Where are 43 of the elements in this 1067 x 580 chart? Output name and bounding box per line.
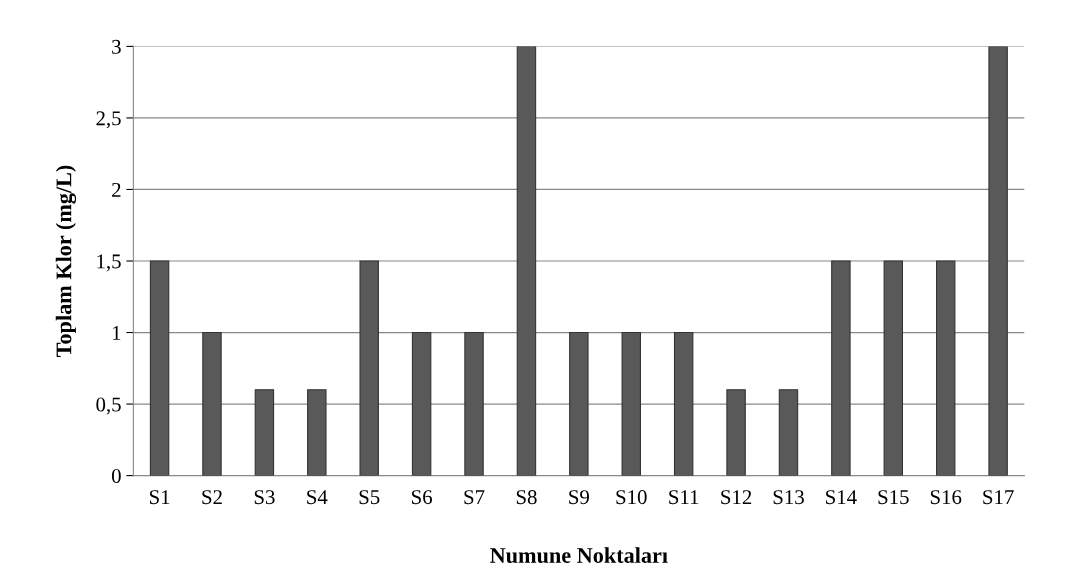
x-tick-label: S2 xyxy=(202,490,222,505)
y-tick-label: 2 xyxy=(112,182,121,197)
x-tick-label: S8 xyxy=(516,490,537,505)
x-tick-label: S15 xyxy=(878,490,909,505)
bar xyxy=(202,331,222,476)
y-tick-label: 1 xyxy=(112,326,121,340)
bar xyxy=(307,389,327,476)
bar xyxy=(569,331,589,476)
bar xyxy=(411,331,432,476)
x-tick-label: S17 xyxy=(983,490,1014,505)
bar xyxy=(673,331,694,476)
bar xyxy=(621,331,641,476)
x-tick-label: S5 xyxy=(359,490,380,505)
x-tick-label: S7 xyxy=(464,490,485,505)
bar xyxy=(988,46,1008,476)
y-tick-label: 0 xyxy=(111,468,121,484)
x-tick-label: S12 xyxy=(721,490,752,505)
bar xyxy=(883,260,904,476)
y-axis-title: Toplam Klor (mg/L) xyxy=(55,165,77,357)
y-tick-label: 2,5 xyxy=(96,111,121,129)
bar xyxy=(778,389,799,476)
x-tick-label: S4 xyxy=(307,490,328,505)
x-tick-label: S13 xyxy=(773,490,804,505)
bar xyxy=(149,260,170,476)
bar xyxy=(831,260,851,476)
x-tick-label: S11 xyxy=(669,490,699,505)
x-axis-title: Numune Noktaları xyxy=(490,547,668,563)
bar xyxy=(935,260,956,476)
y-tick-label: 1,5 xyxy=(97,254,121,272)
y-tick-label: 0,5 xyxy=(96,397,121,415)
x-tick-label: S1 xyxy=(149,490,170,505)
x-tick-label: S6 xyxy=(412,490,432,505)
bar xyxy=(516,46,537,476)
x-tick-label: S3 xyxy=(254,490,275,505)
x-tick-label: S9 xyxy=(569,490,589,505)
bar xyxy=(726,389,746,476)
bar xyxy=(359,260,379,476)
x-tick-label: S14 xyxy=(826,490,857,505)
x-tick-label: S10 xyxy=(616,490,647,505)
y-tick-label: 3 xyxy=(112,39,121,54)
x-tick-label: S16 xyxy=(930,490,962,505)
bar xyxy=(254,389,275,476)
bar xyxy=(464,331,484,476)
